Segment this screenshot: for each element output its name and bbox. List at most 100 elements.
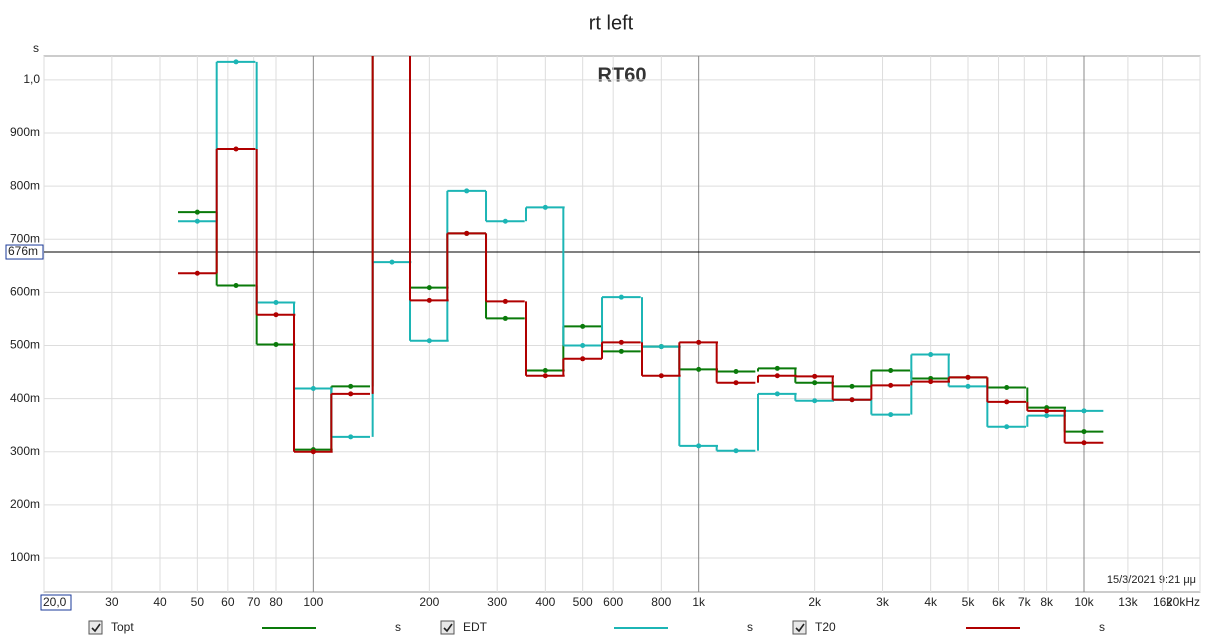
point	[774, 391, 780, 397]
annotation: RT60	[598, 64, 647, 86]
cursor-box	[5, 244, 44, 260]
x-tick-label: 1k	[692, 595, 706, 609]
x-tick-label: 800	[651, 595, 671, 609]
point	[812, 380, 818, 386]
point	[618, 348, 624, 354]
legend-name: EDT	[463, 620, 488, 634]
x-tick-label: 40	[153, 595, 167, 609]
cursor-label: 676m	[8, 244, 38, 258]
y-tick-label: 100m	[10, 550, 40, 564]
x-tick-label: 300	[487, 595, 507, 609]
legend-name: T20	[815, 620, 836, 634]
legend-unit: s	[1099, 620, 1105, 634]
legend-check	[795, 623, 805, 633]
point	[580, 343, 586, 349]
point	[888, 382, 894, 388]
point	[733, 380, 739, 386]
x-tick-label: 80	[269, 595, 283, 609]
point	[928, 352, 934, 358]
point	[233, 146, 239, 152]
y-tick-label: 300m	[10, 444, 40, 458]
point	[1081, 408, 1087, 414]
point	[618, 339, 624, 345]
y-tick-label: 600m	[10, 285, 40, 299]
x-tick-label: 6k	[992, 595, 1006, 609]
x-tick-label: 400	[535, 595, 555, 609]
point	[464, 188, 470, 194]
point	[426, 285, 432, 291]
grid	[43, 56, 1201, 592]
legend-unit: s	[747, 620, 753, 634]
point	[502, 298, 508, 304]
x-tick-label: 600	[603, 595, 623, 609]
point	[348, 391, 354, 397]
point	[1004, 384, 1010, 390]
y-tick-label: 900m	[10, 125, 40, 139]
point	[849, 383, 855, 389]
point	[542, 367, 548, 373]
labels: 100m 200m 300m 400m 500m 600m 700m 800m 900m 1,0 2…	[5, 72, 1200, 635]
x-tick-label: 5k	[962, 595, 976, 609]
point	[1044, 413, 1050, 419]
legend-checkbox[interactable]	[88, 620, 103, 635]
x-tick-label: 60	[221, 595, 235, 609]
chart-title: rt left	[589, 12, 634, 34]
x-tick-label: 20,0	[43, 595, 67, 609]
point	[812, 398, 818, 404]
x-tick-label: 100	[303, 595, 323, 609]
x-tick-label: 16k	[1153, 595, 1173, 609]
y-tick-label: 200m	[10, 497, 40, 511]
y-tick-label: 1,0	[23, 72, 40, 86]
point	[1081, 429, 1087, 435]
point	[389, 259, 395, 265]
point	[542, 204, 548, 210]
legend-checkbox[interactable]	[792, 620, 807, 635]
point	[542, 373, 548, 379]
point	[580, 356, 586, 362]
point	[233, 282, 239, 288]
point	[774, 373, 780, 379]
point	[194, 218, 200, 224]
point	[273, 312, 279, 318]
y-tick-label: 800m	[10, 178, 40, 192]
legend-check	[91, 623, 101, 633]
y-axis-label: s	[33, 41, 39, 55]
point	[1081, 440, 1087, 446]
x-tick-label: 4k	[924, 595, 938, 609]
point	[733, 448, 739, 454]
point	[348, 383, 354, 389]
point	[194, 209, 200, 215]
x-origin-box	[40, 594, 72, 611]
point	[888, 412, 894, 418]
point	[502, 315, 508, 321]
point	[1004, 424, 1010, 430]
x-tick-label: 13k	[1118, 595, 1138, 609]
point	[812, 373, 818, 379]
point	[502, 218, 508, 224]
x-tick-label: 200	[419, 595, 439, 609]
point	[733, 369, 739, 375]
point	[194, 270, 200, 276]
x-tick-label: 50	[191, 595, 205, 609]
point	[580, 323, 586, 329]
x-tick-label: 70	[247, 595, 261, 609]
y-tick-label: 400m	[10, 391, 40, 405]
point	[1044, 408, 1050, 414]
y-tick-label: 700m	[10, 231, 40, 245]
legend-checkbox[interactable]	[440, 620, 455, 635]
x-tick-label: 10k	[1074, 595, 1094, 609]
point	[273, 299, 279, 305]
point	[464, 230, 470, 236]
x-tick-label: 20kHz	[1166, 595, 1200, 609]
y-tick-label: 500m	[10, 338, 40, 352]
legend-unit: s	[395, 620, 401, 634]
x-tick-label: 2k	[808, 595, 822, 609]
x-tick-label: 7k	[1018, 595, 1032, 609]
point	[658, 373, 664, 379]
point	[696, 339, 702, 345]
point	[310, 449, 316, 455]
x-tick-label: 500	[573, 595, 593, 609]
point	[1004, 399, 1010, 405]
point	[618, 294, 624, 300]
